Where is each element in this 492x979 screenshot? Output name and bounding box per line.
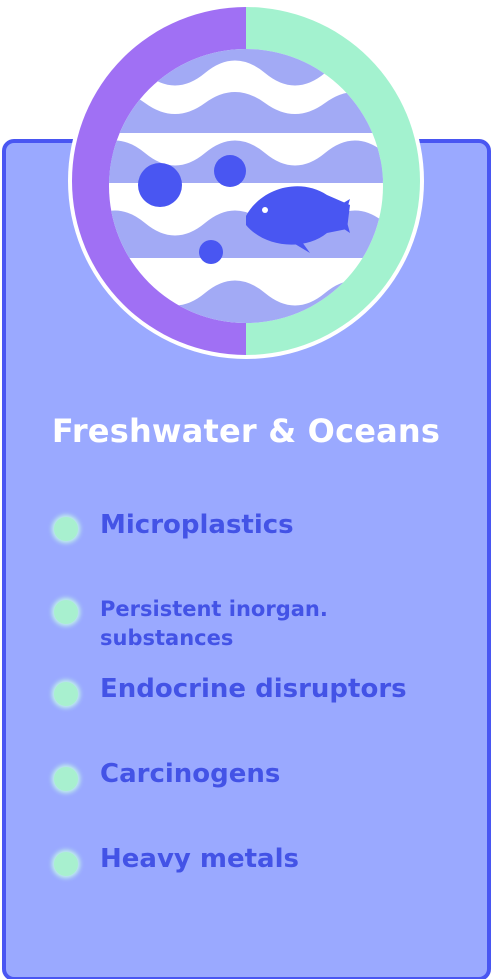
bullet-dot-icon (54, 600, 78, 624)
water-emblem-icon (68, 3, 424, 359)
bullet-dot-icon (54, 682, 78, 706)
card-title: Freshwater & Oceans (51, 412, 441, 450)
bubble-icon (138, 163, 182, 207)
item-label: Microplastics (100, 510, 294, 540)
bubble-icon (199, 240, 223, 264)
item-label-line-2: substances (100, 626, 234, 650)
bullet-dot-icon (54, 852, 78, 876)
item-label-line-1: Persistent inorgan. (100, 597, 328, 621)
item-label: Endocrine disruptors (100, 674, 407, 704)
item-label: Heavy metals (100, 844, 299, 874)
bullet-dot-icon (54, 517, 78, 541)
bullet-dot-icon (54, 767, 78, 791)
bubble-icon (214, 155, 246, 187)
fish-icon (246, 186, 350, 253)
item-label: Carcinogens (100, 759, 281, 789)
